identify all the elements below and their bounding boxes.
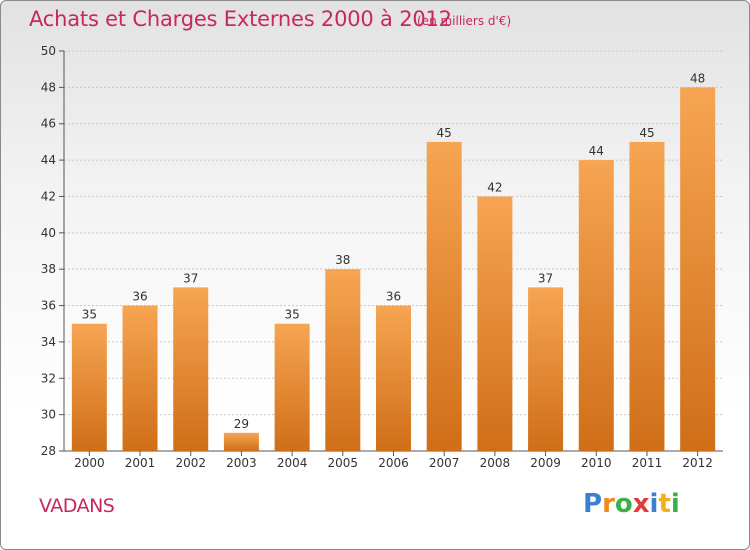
bar-2011	[629, 141, 665, 451]
bar-2006	[376, 305, 411, 451]
bar-2004	[274, 323, 310, 451]
value-label: 45	[639, 126, 654, 140]
y-tick-label: 46	[41, 117, 56, 131]
x-tick-label: 2007	[429, 456, 460, 470]
value-label: 37	[183, 271, 198, 285]
x-tick-label: 2001	[125, 456, 156, 470]
x-tick-label: 2003	[226, 456, 257, 470]
bar-2007	[426, 141, 462, 451]
value-label: 45	[437, 126, 452, 140]
y-tick-label: 50	[41, 44, 56, 58]
bar-2000	[71, 323, 107, 451]
bar-2001	[122, 305, 158, 451]
x-tick-label: 2000	[74, 456, 105, 470]
chart-title: Achats et Charges Externes 2000 à 2012	[29, 7, 452, 31]
bars	[71, 87, 716, 451]
x-tick-label: 2006	[378, 456, 409, 470]
y-tick-label: 32	[41, 371, 56, 385]
value-label: 38	[335, 253, 350, 267]
bar-2002	[173, 287, 209, 451]
bar-2008	[477, 196, 513, 451]
y-tick-label: 36	[41, 299, 56, 313]
value-label: 44	[589, 144, 604, 158]
bar-2012	[680, 87, 716, 451]
bar-2010	[578, 160, 614, 451]
value-label: 42	[487, 180, 502, 194]
logo-letter: o	[614, 489, 633, 519]
y-tick-label: 48	[41, 80, 56, 94]
bar-2003	[223, 432, 259, 451]
logo-letter: P	[583, 489, 603, 519]
y-tick-label: 42	[41, 189, 56, 203]
value-label: 36	[386, 290, 401, 304]
y-tick-label: 38	[41, 262, 56, 276]
x-tick-label: 2010	[581, 456, 612, 470]
x-tick-label: 2002	[175, 456, 206, 470]
x-tick-label: 2004	[277, 456, 308, 470]
logo-letter: t	[658, 489, 671, 519]
labels: 28 30 32 34 36 38 40 42 44 46 48 50 2000 35 2001 36 2002…	[41, 44, 713, 470]
proxiti-logo[interactable]: Proxiti	[583, 489, 680, 519]
x-tick-label: 2012	[682, 456, 713, 470]
logo-letter: i	[670, 489, 680, 519]
logo-letter: r	[602, 489, 615, 519]
value-label: 29	[234, 417, 249, 431]
chart-subtitle: (en milliers d'€)	[417, 14, 512, 28]
x-tick-label: 2005	[328, 456, 359, 470]
y-tick-label: 30	[41, 408, 56, 422]
value-label: 35	[284, 308, 299, 322]
x-tick-label: 2008	[480, 456, 511, 470]
value-label: 35	[82, 308, 97, 322]
place-name: VADANS	[39, 495, 115, 517]
value-label: 48	[690, 71, 705, 85]
logo-letter: x	[632, 489, 650, 519]
bar-2005	[325, 269, 361, 451]
y-tick-label: 34	[41, 335, 56, 349]
y-tick-label: 28	[41, 444, 56, 458]
x-tick-label: 2009	[530, 456, 561, 470]
logo-letter: i	[649, 489, 659, 519]
y-tick-label: 40	[41, 226, 56, 240]
y-tick-label: 44	[41, 153, 56, 167]
bar-2009	[528, 287, 564, 451]
value-label: 36	[132, 290, 147, 304]
x-tick-label: 2011	[632, 456, 663, 470]
value-label: 37	[538, 271, 553, 285]
